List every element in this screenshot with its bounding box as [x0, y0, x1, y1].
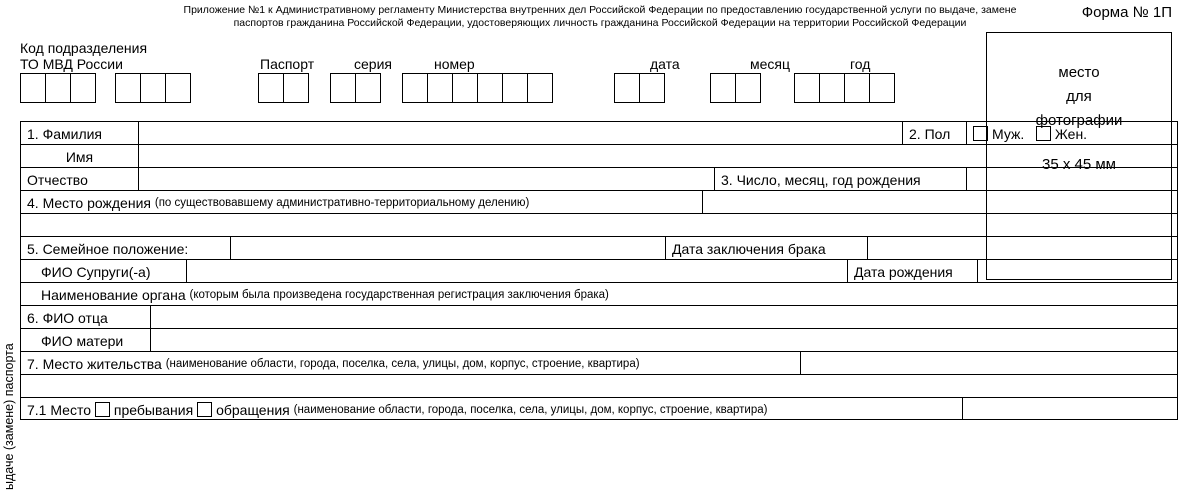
label-marital: 5. Семейное положение: [21, 237, 231, 259]
row-residence: 7. Место жительства (наименование област… [20, 351, 1178, 374]
label-dob: 3. Число, месяц, год рождения [715, 168, 967, 190]
label-number: номер [434, 56, 650, 72]
checkbox-stay[interactable] [95, 402, 110, 417]
number-cell[interactable] [452, 73, 478, 103]
field-sex: Муж. Жен. [967, 122, 1178, 144]
label-sex: 2. Пол [903, 122, 967, 144]
number-cell[interactable] [502, 73, 528, 103]
field-patronymic[interactable] [139, 168, 715, 190]
field-father[interactable] [151, 306, 1178, 328]
date-cell[interactable] [639, 73, 665, 103]
label-place71: 7.1 Место пребывания обращения (наименов… [21, 398, 963, 419]
row-spouse: ФИО Супруги(-а) Дата рождения [20, 259, 1178, 282]
field-spouse-dob[interactable] [978, 260, 1178, 282]
field-residence[interactable] [801, 352, 1178, 374]
date-cell[interactable] [614, 73, 640, 103]
header-note: Приложение №1 к Административному реглам… [0, 0, 1200, 32]
label-kod: Код подразделения ТО МВД России [20, 40, 250, 72]
photo-l1: место [987, 61, 1171, 85]
form-table: 1. Фамилия 2. Пол Муж. Жен. Имя Отчество… [20, 121, 1178, 420]
side-rotated-text: ыдаче (замене) паспорта [2, 343, 16, 490]
label-passport: Паспорт [260, 56, 354, 72]
number-cell[interactable] [402, 73, 428, 103]
row-surname: 1. Фамилия 2. Пол Муж. Жен. [20, 121, 1178, 144]
main-area: Код подразделения ТО МВД России Паспорт … [20, 38, 986, 420]
row-father: 6. ФИО отца [20, 305, 1178, 328]
year-cell[interactable] [819, 73, 845, 103]
row-birthplace: 4. Место рождения (по существовавшему ад… [20, 190, 1178, 213]
kod-cell[interactable] [70, 73, 96, 103]
kod-cell[interactable] [140, 73, 166, 103]
field-mother[interactable] [151, 329, 1178, 351]
field-birthplace-ext[interactable] [21, 214, 1178, 236]
row-mother: ФИО матери [20, 328, 1178, 351]
year-cell[interactable] [794, 73, 820, 103]
field-surname[interactable] [139, 122, 903, 144]
row-patronymic: Отчество 3. Число, месяц, год рождения [20, 167, 1178, 190]
label-spouse-dob: Дата рождения [848, 260, 978, 282]
field-marital[interactable] [231, 237, 666, 259]
row-registry: Наименование органа (которым была произв… [20, 282, 1178, 305]
label-patronymic: Отчество [21, 168, 139, 190]
row-residence-ext [20, 374, 1178, 397]
passport-cells-row [20, 73, 986, 107]
series-cell[interactable] [283, 73, 309, 103]
label-father: 6. ФИО отца [21, 306, 151, 328]
field-name[interactable] [139, 145, 1178, 167]
number-cell[interactable] [527, 73, 553, 103]
field-residence-ext[interactable] [21, 375, 1178, 397]
kod-cell[interactable] [20, 73, 46, 103]
kod-cell[interactable] [45, 73, 71, 103]
row-birthplace-ext [20, 213, 1178, 236]
series-cell[interactable] [330, 73, 356, 103]
label-registry: Наименование органа (которым была произв… [21, 283, 1178, 305]
photo-l2: для [987, 85, 1171, 109]
field-spouse[interactable] [187, 260, 848, 282]
form-number: Форма № 1П [1082, 4, 1172, 21]
label-name: Имя [21, 145, 139, 167]
month-cell[interactable] [735, 73, 761, 103]
kod-cell[interactable] [115, 73, 141, 103]
label-year: год [850, 56, 930, 72]
label-marriage-date: Дата заключения брака [666, 237, 868, 259]
series-cell[interactable] [258, 73, 284, 103]
number-cell[interactable] [427, 73, 453, 103]
row-name: Имя [20, 144, 1178, 167]
label-date: дата [650, 56, 750, 72]
month-cell[interactable] [710, 73, 736, 103]
header-line2: паспортов гражданина Российской Федераци… [234, 17, 967, 29]
header-line1: Приложение №1 к Административному реглам… [184, 4, 1017, 16]
field-place71[interactable] [963, 398, 1178, 419]
number-cell[interactable] [477, 73, 503, 103]
field-birthplace[interactable] [703, 191, 1178, 213]
field-marriage-date[interactable] [868, 237, 1178, 259]
series-cell[interactable] [355, 73, 381, 103]
row-place71: 7.1 Место пребывания обращения (наименов… [20, 397, 1178, 420]
checkbox-female[interactable] [1036, 126, 1051, 141]
label-birthplace: 4. Место рождения (по существовавшему ад… [21, 191, 703, 213]
label-surname: 1. Фамилия [21, 122, 139, 144]
row-marital: 5. Семейное положение: Дата заключения б… [20, 236, 1178, 259]
field-dob[interactable] [967, 168, 1178, 190]
checkbox-male[interactable] [973, 126, 988, 141]
label-series: серия [354, 56, 434, 72]
label-spouse: ФИО Супруги(-а) [21, 260, 187, 282]
top-labels: Код подразделения ТО МВД России Паспорт … [20, 38, 986, 72]
kod-cell[interactable] [165, 73, 191, 103]
year-cell[interactable] [844, 73, 870, 103]
checkbox-appeal[interactable] [197, 402, 212, 417]
label-month: месяц [750, 56, 850, 72]
label-mother: ФИО матери [21, 329, 151, 351]
label-residence: 7. Место жительства (наименование област… [21, 352, 801, 374]
year-cell[interactable] [869, 73, 895, 103]
